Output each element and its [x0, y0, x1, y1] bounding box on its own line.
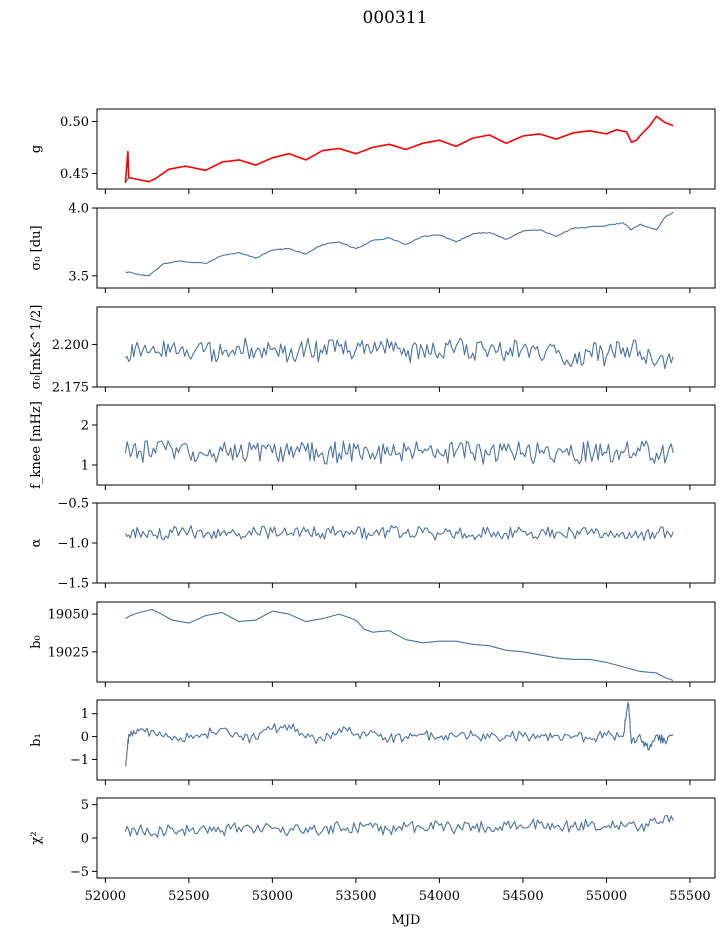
panel-6: 19025 19050 b₀ — [29, 601, 716, 687]
y-axis-label: χ² — [29, 831, 44, 844]
y-tick-label: 0.50 — [60, 115, 89, 130]
y-tick-label: 2.175 — [52, 381, 89, 396]
axes-frame — [96, 207, 716, 289]
y-tick-label: 19025 — [48, 645, 89, 660]
y-tick-label: −1.5 — [57, 577, 89, 592]
y-tick-label: 0.45 — [60, 167, 89, 182]
panel-8: −5 0 5 χ² — [29, 797, 716, 883]
panel-5: −1.5 −1.0 −0.5 α — [29, 497, 716, 592]
y-tick-label: 2 — [81, 419, 89, 434]
y-axis-label: b₀ — [29, 635, 44, 649]
y-tick-label: −1.0 — [57, 537, 89, 552]
y-tick-label: 19050 — [48, 608, 89, 623]
series-line — [125, 608, 674, 682]
y-axis-label: σ₀ [du] — [29, 225, 44, 270]
y-axis-label: σ₀[mKs^1/2] — [29, 305, 44, 390]
series-line — [124, 115, 674, 184]
axes-frame — [96, 404, 716, 486]
series-line — [125, 337, 674, 370]
y-tick-label: 5 — [81, 798, 89, 813]
series-line — [124, 814, 674, 838]
y-tick-label: −5 — [70, 865, 89, 880]
y-tick-label: 1 — [81, 459, 89, 474]
x-tick-label: 55500 — [669, 889, 710, 904]
y-tick-label: 1 — [81, 707, 89, 722]
panels: 0.45 0.50 g 3.5 4.0 σ₀ [du] 2.175 2.200 σ₀[mKs^1… — [29, 108, 716, 904]
series-line — [125, 211, 674, 277]
axes-frame — [96, 601, 716, 683]
x-tick-label: 53000 — [252, 889, 293, 904]
x-tick-label: 54000 — [419, 889, 460, 904]
axes-frame — [96, 502, 716, 584]
y-tick-label: 3.5 — [68, 269, 89, 284]
y-axis-label: b₁ — [29, 733, 44, 747]
x-tick-label: 53500 — [335, 889, 376, 904]
y-tick-label: 2.200 — [52, 338, 89, 353]
series-line — [124, 525, 674, 542]
x-tick-label: 52500 — [168, 889, 209, 904]
y-axis-label: α — [29, 538, 44, 547]
y-tick-label: −0.5 — [57, 497, 89, 512]
y-axis-label: g — [29, 145, 44, 153]
series-line — [125, 701, 674, 767]
panel-1: 0.45 0.50 g — [29, 108, 716, 194]
x-tick-label: 55000 — [586, 889, 627, 904]
y-tick-label: 4.0 — [68, 202, 89, 217]
panel-3: 2.175 2.200 σ₀[mKs^1/2] — [29, 305, 716, 396]
y-axis-label: f_knee [mHz] — [29, 401, 44, 489]
figure-title: 000311 — [363, 8, 428, 28]
axes-frame — [96, 306, 716, 388]
axes-frame — [96, 797, 716, 879]
y-tick-label: −1 — [70, 753, 89, 768]
x-tick-label: 52000 — [85, 889, 126, 904]
panel-4: 1 2 f_knee [mHz] — [29, 401, 716, 490]
overlay-line — [124, 115, 674, 183]
axes-frame — [96, 108, 716, 190]
panel-7: −1 0 1 b₁ — [29, 699, 716, 785]
y-tick-label: 0 — [81, 832, 89, 847]
y-tick-label: 0 — [81, 730, 89, 745]
panel-2: 3.5 4.0 σ₀ [du] — [29, 202, 716, 293]
x-tick-label: 54500 — [502, 889, 543, 904]
series-line — [124, 440, 674, 465]
axes-frame — [96, 699, 716, 781]
x-axis-label: MJD — [392, 913, 421, 928]
